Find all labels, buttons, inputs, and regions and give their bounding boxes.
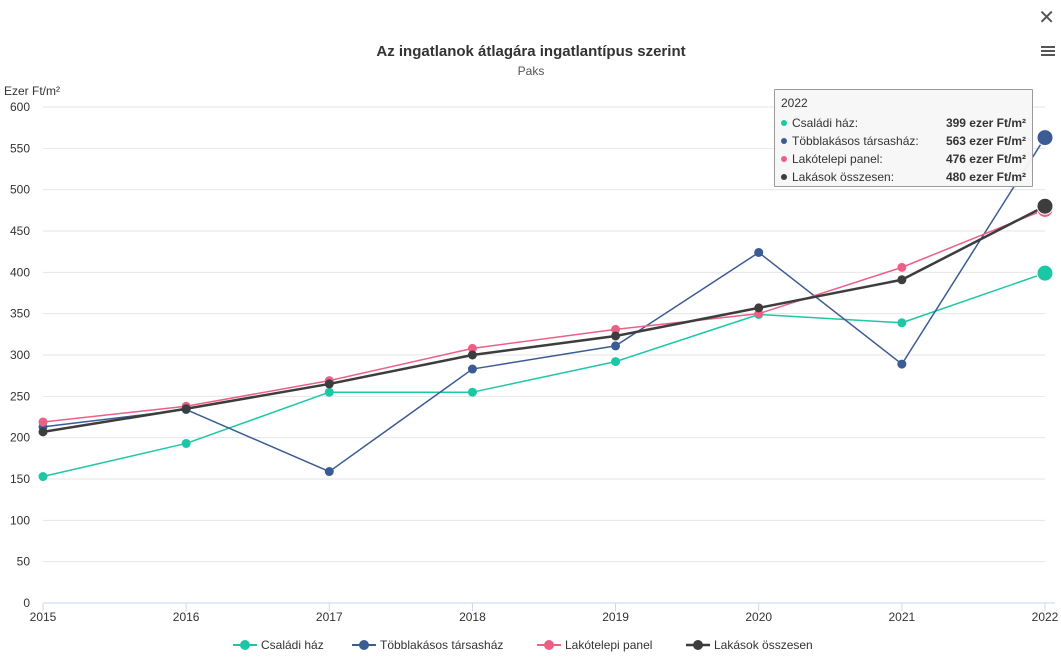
data-point [467, 343, 477, 353]
x-tick-label: 2016 [173, 610, 200, 624]
series-line [42, 208, 1046, 423]
tooltip-row: Lakások összesen: 480 ezer Ft/m² [781, 168, 1026, 186]
legend-label: Többlakásos társasház [380, 638, 504, 652]
tooltip-row-value: 399 ezer Ft/m² [945, 116, 1026, 130]
tooltip-row-label: Lakások összesen: [792, 170, 895, 184]
y-tick-label: 100 [10, 513, 30, 527]
x-tick-label: 2020 [745, 610, 772, 624]
data-point [467, 364, 477, 374]
data-point [467, 387, 477, 397]
data-point [897, 262, 907, 272]
legend-label: Lakótelepi panel [565, 638, 653, 652]
data-point [754, 247, 764, 257]
y-tick-label: 0 [23, 596, 30, 610]
tooltip-title: 2022 [781, 96, 808, 110]
y-tick-label: 50 [17, 555, 31, 569]
series-dot-icon [781, 119, 787, 126]
data-point [611, 331, 621, 341]
y-tick-label: 550 [10, 141, 30, 155]
tooltip-row-label: Lakótelepi panel: [792, 152, 883, 166]
data-point [754, 303, 764, 313]
y-tick-label: 600 [10, 100, 30, 114]
tooltip-row: Többlakásos társasház: 563 ezer Ft/m² [781, 132, 1026, 150]
tooltip-row: Családi ház: 399 ezer Ft/m² [781, 114, 1026, 132]
y-tick-label: 450 [10, 224, 30, 238]
series-line [42, 272, 1046, 478]
legend-marker [240, 640, 250, 650]
hamburger-menu-icon[interactable] [1041, 44, 1055, 58]
x-tick-label: 2018 [459, 610, 486, 624]
legend-marker [693, 640, 703, 650]
tooltip-row: Lakótelepi panel: 476 ezer Ft/m² [781, 150, 1026, 168]
y-tick-label: 500 [10, 183, 30, 197]
tooltip-row-value: 480 ezer Ft/m² [945, 170, 1026, 184]
series-line [42, 137, 1046, 473]
data-point [1036, 197, 1054, 215]
y-tick-label: 300 [10, 348, 30, 362]
data-point [611, 341, 621, 351]
close-icon[interactable]: ✕ [1038, 7, 1055, 29]
data-point [897, 318, 907, 328]
chart-title: Az ingatlanok átlagára ingatlantípus sze… [376, 43, 685, 60]
series-dot-icon [781, 155, 787, 162]
x-tick-label: 2021 [889, 610, 916, 624]
x-tick-label: 2022 [1032, 610, 1059, 624]
data-point [897, 275, 907, 285]
data-point [38, 427, 48, 437]
legend-symbol-icon [537, 640, 561, 650]
y-tick-label: 400 [10, 265, 30, 279]
y-axis-label: Ezer Ft/m² [4, 84, 60, 98]
data-point [897, 359, 907, 369]
tooltip-row-value: 563 ezer Ft/m² [945, 134, 1026, 148]
legend-label: Lakások összesen [714, 638, 813, 652]
y-tick-label: 150 [10, 472, 30, 486]
data-point [611, 324, 621, 334]
data-point [611, 357, 621, 367]
legend-symbol-icon [233, 640, 257, 650]
series-dot-icon [781, 173, 787, 180]
data-point [38, 472, 48, 482]
series-line [42, 205, 1046, 434]
series-4 [38, 197, 1054, 437]
x-tick-label: 2017 [316, 610, 343, 624]
tooltip: 2022 Családi ház: 399 ezer Ft/m² Többlaká… [774, 89, 1033, 187]
chart-legend: Családi ház Többlakásos társasház Lakótele… [0, 634, 1061, 656]
x-tick-label: 2015 [30, 610, 57, 624]
data-point [324, 387, 334, 397]
data-point [467, 350, 477, 360]
legend-symbol-icon [352, 640, 376, 650]
data-point [1036, 129, 1054, 147]
chart-subtitle: Paks [518, 64, 545, 78]
y-tick-label: 350 [10, 307, 30, 321]
data-point [181, 404, 191, 414]
series-1 [38, 264, 1054, 482]
x-tick-label: 2019 [602, 610, 629, 624]
y-tick-label: 250 [10, 389, 30, 403]
data-point [181, 438, 191, 448]
tooltip-row-label: Családi ház: [792, 116, 859, 130]
data-point [38, 417, 48, 427]
y-tick-label: 200 [10, 431, 30, 445]
legend-marker [544, 640, 554, 650]
data-point [324, 379, 334, 389]
legend-symbol-icon [686, 640, 710, 650]
series-dot-icon [781, 137, 787, 144]
legend-label: Családi ház [261, 638, 324, 652]
legend-marker [359, 640, 369, 650]
tooltip-row-label: Többlakásos társasház: [792, 134, 919, 148]
data-point [1036, 264, 1054, 282]
tooltip-row-value: 476 ezer Ft/m² [945, 152, 1026, 166]
data-point [324, 467, 334, 477]
